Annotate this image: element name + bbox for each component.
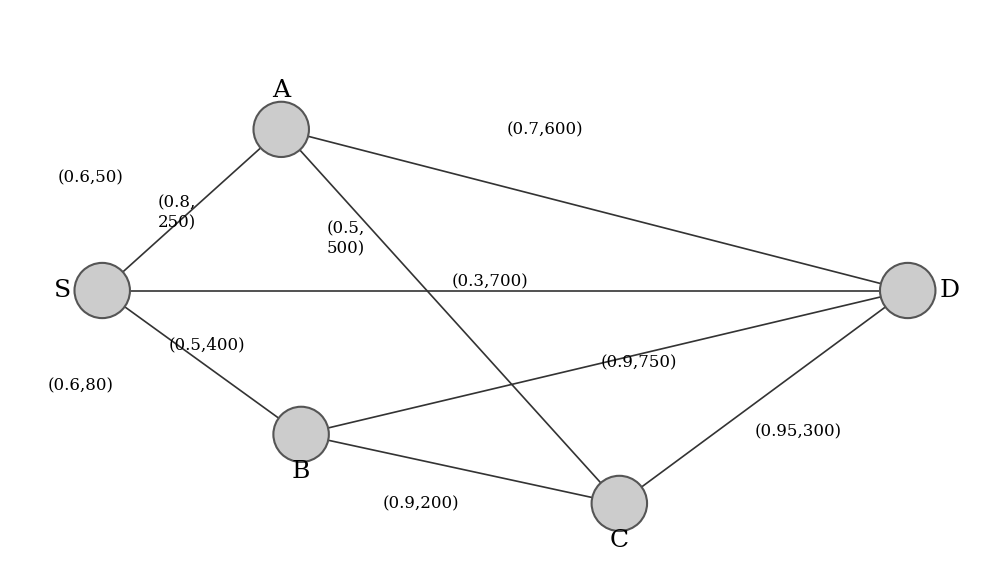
Text: B: B bbox=[292, 460, 310, 483]
Ellipse shape bbox=[74, 263, 130, 318]
Text: (0.9,200): (0.9,200) bbox=[382, 495, 459, 512]
Text: A: A bbox=[272, 79, 290, 102]
Ellipse shape bbox=[592, 476, 647, 531]
Text: (0.9,750): (0.9,750) bbox=[601, 354, 677, 371]
Text: C: C bbox=[610, 529, 629, 553]
Text: (0.5,400): (0.5,400) bbox=[168, 336, 245, 354]
Text: (0.95,300): (0.95,300) bbox=[755, 423, 842, 440]
Text: (0.6,80): (0.6,80) bbox=[48, 377, 114, 394]
Text: (0.6,50): (0.6,50) bbox=[57, 170, 123, 187]
Ellipse shape bbox=[880, 263, 935, 318]
Text: S: S bbox=[54, 279, 71, 302]
Text: D: D bbox=[939, 279, 960, 302]
Ellipse shape bbox=[253, 102, 309, 157]
Text: (0.7,600): (0.7,600) bbox=[506, 121, 583, 138]
Text: (0.5,
500): (0.5, 500) bbox=[327, 220, 365, 257]
Ellipse shape bbox=[273, 407, 329, 462]
Text: (0.8,
250): (0.8, 250) bbox=[158, 195, 196, 231]
Text: (0.3,700): (0.3,700) bbox=[452, 274, 528, 290]
